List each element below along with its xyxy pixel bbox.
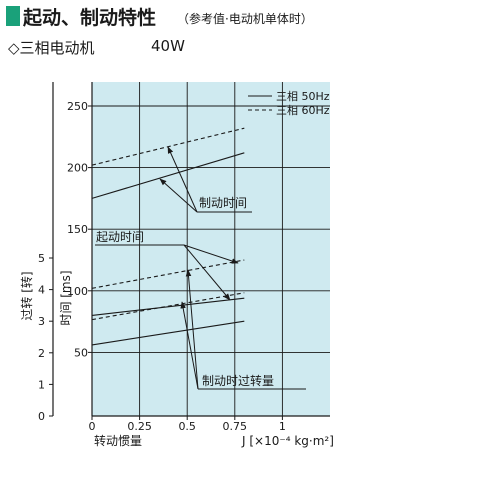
series-line — [91, 152, 245, 199]
time-tick-label: 200 — [67, 162, 88, 175]
x-tick-label: 0.25 — [127, 420, 152, 433]
overrun-tick-label: 2 — [38, 347, 45, 360]
x-tick-label: 0 — [89, 420, 96, 433]
annotation-label: 制动时间 — [199, 196, 247, 210]
annotation-arrow — [159, 178, 198, 213]
time-axis-label: 时间 [ms] — [59, 270, 73, 325]
x-tick-label: 1 — [279, 420, 286, 433]
section-title: 起动、制动特性 — [23, 7, 157, 29]
x-axis-label: 转动惯量 — [94, 433, 142, 448]
section-header: 起动、制动特性 （参考值·电动机单体时） — [0, 4, 500, 30]
diamond-icon: ◇ — [8, 39, 20, 57]
motor-spec: 40W — [151, 37, 185, 55]
annotation-arrow — [183, 244, 231, 301]
motor-type: 三相电动机 — [19, 39, 95, 57]
series-line — [91, 292, 245, 321]
overrun-tick-label: 0 — [38, 410, 45, 423]
overrun-tick-label: 5 — [38, 252, 45, 265]
annotation-label: 制动时过转量 — [202, 373, 274, 388]
overrun-tick-label: 1 — [38, 378, 45, 391]
section-marker — [6, 6, 20, 26]
subheader: ◇三相电动机 40W — [8, 37, 185, 58]
time-tick-label: 100 — [67, 285, 88, 298]
time-tick-label: 150 — [67, 223, 88, 236]
annotation-arrow — [180, 301, 199, 390]
legend-label: 三相 60Hz — [276, 104, 330, 117]
section-note: （参考值·电动机单体时） — [177, 12, 313, 26]
overrun-tick-label: 3 — [38, 315, 45, 328]
x-tick-label: 0.75 — [223, 420, 248, 433]
overrun-tick-label: 4 — [38, 284, 45, 297]
x-tick-label: 0.5 — [178, 420, 196, 433]
time-tick-label: 50 — [74, 346, 88, 359]
annotation-arrow — [167, 146, 198, 213]
annotation-arrow — [183, 244, 239, 264]
series-line — [91, 259, 245, 289]
legend-label: 三相 50Hz — [276, 90, 330, 103]
annotation-label: 起动时间 — [96, 230, 144, 244]
plot-background — [92, 82, 330, 416]
time-tick-label: 250 — [67, 100, 88, 113]
series-line — [91, 320, 245, 346]
x-unit-label: J [×10⁻⁴ kg·m²] — [241, 434, 334, 448]
annotation-arrow — [185, 269, 199, 390]
series-line — [91, 297, 245, 316]
overrun-axis-label: 过转 [转] — [19, 271, 34, 320]
